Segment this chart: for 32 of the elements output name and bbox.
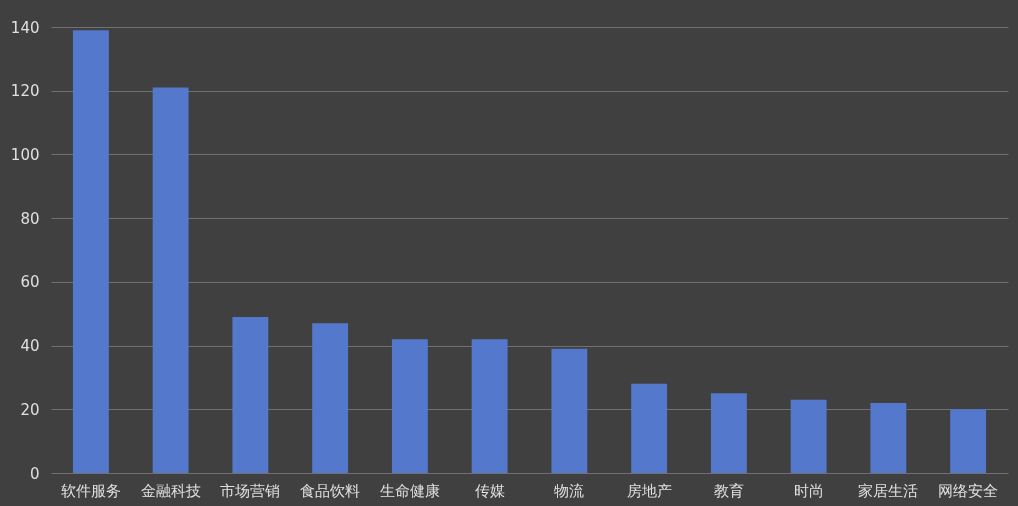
x-tick-label: 物流	[554, 481, 585, 500]
y-tick-label: 80	[20, 209, 40, 228]
x-tick-label: 市场营销	[220, 481, 281, 500]
y-tick-label: 40	[20, 337, 40, 356]
bar	[710, 393, 747, 473]
x-tick-label: 网络安全	[938, 481, 999, 500]
bar	[312, 323, 349, 473]
x-tick-label: 房地产	[626, 481, 672, 500]
x-tick-label: 生命健康	[379, 481, 440, 500]
bar	[631, 383, 668, 473]
y-tick-label: 140	[10, 18, 40, 37]
x-tick-label: 软件服务	[60, 481, 121, 500]
y-tick-label: 120	[10, 82, 40, 101]
bar	[950, 409, 987, 473]
x-tick-label: 时尚	[793, 481, 824, 500]
bar	[870, 402, 907, 473]
y-tick-label: 0	[29, 464, 40, 483]
x-tick-label: 金融科技	[140, 481, 201, 500]
bar	[790, 399, 827, 473]
y-tick-label: 60	[20, 273, 40, 292]
bar	[152, 87, 189, 473]
bar	[232, 316, 269, 473]
x-tick-label: 传媒	[474, 481, 505, 500]
bar	[471, 339, 508, 473]
bar	[72, 30, 109, 473]
y-tick-label: 100	[10, 145, 40, 164]
x-tick-label: 食品饮料	[300, 481, 361, 500]
x-tick-label: 家居生活	[858, 481, 919, 500]
bar	[391, 339, 428, 473]
bar	[551, 348, 588, 473]
x-tick-label: 教育	[713, 481, 744, 500]
y-tick-label: 20	[20, 400, 40, 419]
